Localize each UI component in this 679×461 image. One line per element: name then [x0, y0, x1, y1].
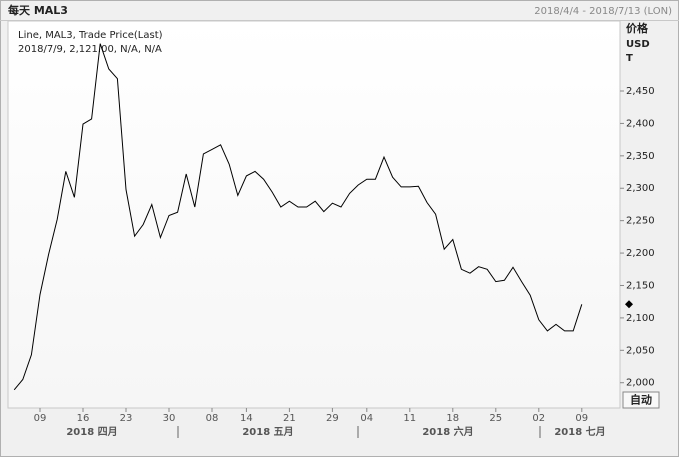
- y-tick-label: 2,250: [626, 216, 655, 227]
- plot-area: [7, 20, 621, 409]
- x-tick-label: 23: [120, 413, 133, 424]
- x-tick-label: 16: [77, 413, 90, 424]
- y-tick-label: 2,200: [626, 248, 655, 259]
- x-tick-label: 18: [446, 413, 459, 424]
- y-tick-label: 2,000: [626, 378, 655, 389]
- x-tick-label: 30: [163, 413, 176, 424]
- y-tick-label: 2,100: [626, 313, 655, 324]
- y-tick-label: 2,050: [626, 345, 655, 356]
- y-tick-label: 2,450: [626, 86, 655, 97]
- x-tick-label: 09: [575, 413, 588, 424]
- x-tick-label: 02: [532, 413, 545, 424]
- y-tick-label: 2,300: [626, 183, 655, 194]
- y-title: USD: [626, 39, 650, 50]
- month-label: 2018 五月: [242, 426, 293, 438]
- y-tick-label: 2,150: [626, 280, 655, 291]
- y-title: T: [626, 53, 633, 64]
- x-tick-label: 29: [326, 413, 339, 424]
- x-tick-label: 08: [206, 413, 219, 424]
- x-tick-label: 04: [360, 413, 373, 424]
- last-value-marker: [625, 300, 633, 309]
- x-tick-label: 21: [283, 413, 296, 424]
- y-tick-label: 2,400: [626, 118, 655, 129]
- legend-line-1: Line, MAL3, Trade Price(Last): [18, 30, 163, 41]
- y-tick-label: 2,350: [626, 151, 655, 162]
- auto-button-label[interactable]: 自动: [630, 393, 652, 407]
- x-tick-label: 09: [34, 413, 47, 424]
- month-label: 2018 六月: [422, 425, 473, 438]
- header-range: 2018/4/4 - 2018/7/13 (LON): [534, 6, 672, 17]
- legend-line-2: 2018/7/9, 2,121.00, N/A, N/A: [18, 44, 162, 55]
- y-title: 价格: [626, 21, 649, 35]
- x-tick-label: 25: [489, 413, 502, 424]
- header-title: 每天 MAL3: [8, 3, 68, 17]
- auto-button[interactable]: [622, 391, 660, 409]
- x-tick-label: 11: [403, 413, 416, 424]
- month-label: 2018 四月: [66, 426, 117, 438]
- price-line: [13, 43, 583, 391]
- x-tick-label: 14: [240, 413, 253, 424]
- month-label: 2018 七月: [554, 425, 605, 438]
